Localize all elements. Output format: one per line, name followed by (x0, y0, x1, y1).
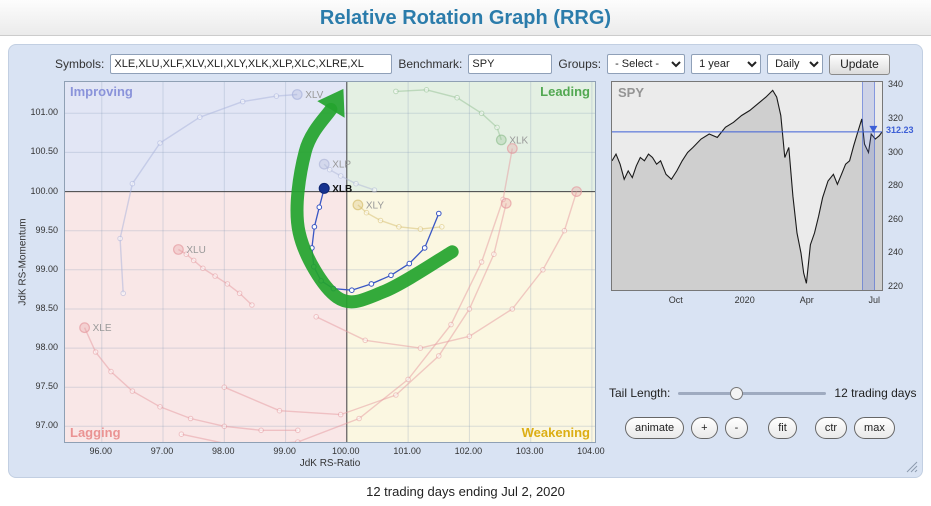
groups-select[interactable]: - Select - (607, 54, 686, 74)
rrg-y-tick: 100.50 (30, 146, 58, 157)
trail-label-XLV: XLV (305, 90, 323, 101)
trail-head-XLE[interactable] (79, 322, 91, 334)
rrg-chart-canvas[interactable]: XLV XLP XLK XLY XLU XLE XLB (65, 82, 595, 442)
benchmark-y-tick: 340 (888, 79, 904, 90)
fit-button[interactable]: fit (768, 417, 797, 439)
trail-line-unlabeled-8 (315, 191, 578, 349)
frequency-select[interactable]: Daily (767, 54, 824, 74)
rrg-y-tick: 97.00 (35, 420, 58, 431)
symbols-label: Symbols: (55, 57, 105, 71)
trail-head-unlabeled-7[interactable] (500, 197, 512, 209)
rrg-chart[interactable]: XLV XLP XLK XLY XLU XLE XLB Improving Leading … (64, 81, 596, 443)
center-button[interactable]: ctr (814, 417, 848, 439)
zoom-out-button[interactable]: - (724, 417, 749, 439)
update-button[interactable]: Update (829, 53, 890, 75)
benchmark-label: Benchmark: (398, 57, 463, 71)
trail-label-XLP: XLP (332, 160, 351, 171)
rrg-y-tick: 97.50 (35, 381, 58, 392)
trail-head-XLV[interactable] (291, 89, 303, 100)
maximize-button[interactable]: max (854, 417, 895, 439)
rrg-y-tick: 100.00 (30, 185, 58, 196)
benchmark-y-tick: 260 (888, 213, 904, 224)
benchmark-input[interactable] (468, 54, 553, 74)
animate-button[interactable]: animate (625, 417, 685, 439)
rrg-y-axis: 97.00 97.50 98.00 98.50 99.00 99.50 100.00 100.… (9, 81, 61, 443)
symbols-input[interactable] (110, 54, 393, 74)
zoom-in-button[interactable]: + (691, 417, 718, 439)
rrg-y-tick: 99.00 (35, 263, 58, 274)
tail-length-slider[interactable] (678, 391, 827, 395)
benchmark-last-price-label: 312.23 (886, 124, 914, 135)
benchmark-x-tick: 2020 (734, 295, 755, 305)
quadrant-label-leading: Leading (540, 84, 590, 99)
benchmark-y-tick: 240 (888, 247, 904, 258)
trail-head-XLU[interactable] (172, 244, 184, 255)
trail-head-XLP[interactable] (318, 158, 330, 170)
rrg-x-tick: 97.00 (150, 446, 174, 456)
chart-action-buttons: animate + - fit ctr max (625, 417, 895, 439)
trail-head-unlabeled-6[interactable] (506, 143, 518, 154)
quadrant-label-weakening: Weakening (521, 425, 590, 440)
tail-length-label: Tail Length: (609, 386, 671, 400)
benchmark-x-tick: Apr (799, 295, 814, 305)
rrg-x-tick: 100.00 (332, 446, 360, 456)
trail-head-XLB[interactable] (318, 182, 330, 194)
benchmark-y-tick: 320 (888, 112, 904, 123)
rrg-x-tick: 104.00 (577, 446, 605, 456)
rrg-x-axis: 96.00 97.00 98.00 99.00 100.00 101.00 102.00 10… (64, 446, 605, 458)
rrg-y-tick: 98.50 (35, 303, 58, 313)
benchmark-x-tick: Jul (868, 295, 881, 305)
rrg-y-tick: 101.00 (30, 107, 58, 118)
rrg-x-tick: 98.00 (212, 446, 235, 456)
period-select[interactable]: 1 year (691, 54, 762, 74)
trail-label-XLK: XLK (509, 135, 528, 146)
benchmark-x-axis: Oct 2020 Apr Jul (611, 295, 883, 307)
quadrant-label-improving: Improving (70, 84, 133, 99)
benchmark-x-tick: Oct (668, 295, 683, 305)
rrg-x-tick: 103.00 (515, 446, 544, 456)
trail-label-XLY: XLY (366, 200, 384, 211)
quadrant-label-lagging: Lagging (70, 425, 121, 440)
rrg-x-tick: 96.00 (89, 446, 113, 456)
benchmark-y-axis: 220 240 260 280 300 320 340 (888, 79, 922, 291)
benchmark-y-tick: 220 (888, 280, 904, 291)
status-text: 12 trading days ending Jul 2, 2020 (366, 484, 565, 499)
benchmark-tail-window-band (862, 82, 875, 290)
rrg-y-tick: 99.50 (35, 224, 58, 235)
rrg-panel: Symbols: Benchmark: Groups: - Select - 1… (8, 44, 923, 478)
rotation-arrow-head (317, 88, 345, 118)
trail-head-XLK[interactable] (495, 134, 507, 146)
trail-label-XLB: XLB (332, 184, 352, 195)
benchmark-y-tick: 300 (888, 146, 904, 157)
benchmark-last-price-marker (869, 125, 878, 133)
rrg-x-axis-title: JdK RS-Ratio (299, 458, 361, 469)
page-title: Relative Rotation Graph (RRG) (319, 7, 612, 29)
trail-head-unlabeled-8[interactable] (571, 186, 583, 197)
app-header: Relative Rotation Graph (RRG) (0, 0, 931, 36)
rrg-x-tick: 101.00 (393, 446, 421, 456)
groups-label: Groups: (558, 57, 602, 71)
trail-label-XLU: XLU (186, 245, 205, 256)
rrg-y-tick: 98.00 (35, 342, 58, 353)
resize-handle[interactable] (904, 459, 918, 473)
benchmark-chart-canvas (611, 82, 883, 291)
benchmark-price-series (611, 89, 883, 284)
rotation-arrow (290, 102, 459, 309)
trail-label-XLE: XLE (93, 323, 112, 334)
tail-length-value: 12 trading days (834, 386, 917, 400)
toolbar: Symbols: Benchmark: Groups: - Select - 1… (9, 51, 922, 77)
trail-line-unlabeled-7 (224, 203, 507, 416)
benchmark-chart: SPY (611, 81, 883, 291)
tail-length-control: Tail Length: 12 trading days (609, 381, 927, 405)
benchmark-y-tick: 280 (888, 180, 904, 190)
rrg-x-tick: 99.00 (273, 446, 296, 456)
rrg-x-tick: 102.00 (454, 446, 483, 456)
trail-line-XLV (119, 93, 298, 294)
benchmark-symbol-label: SPY (618, 85, 645, 100)
trail-head-XLY[interactable] (352, 199, 364, 211)
benchmark-area (612, 90, 882, 291)
